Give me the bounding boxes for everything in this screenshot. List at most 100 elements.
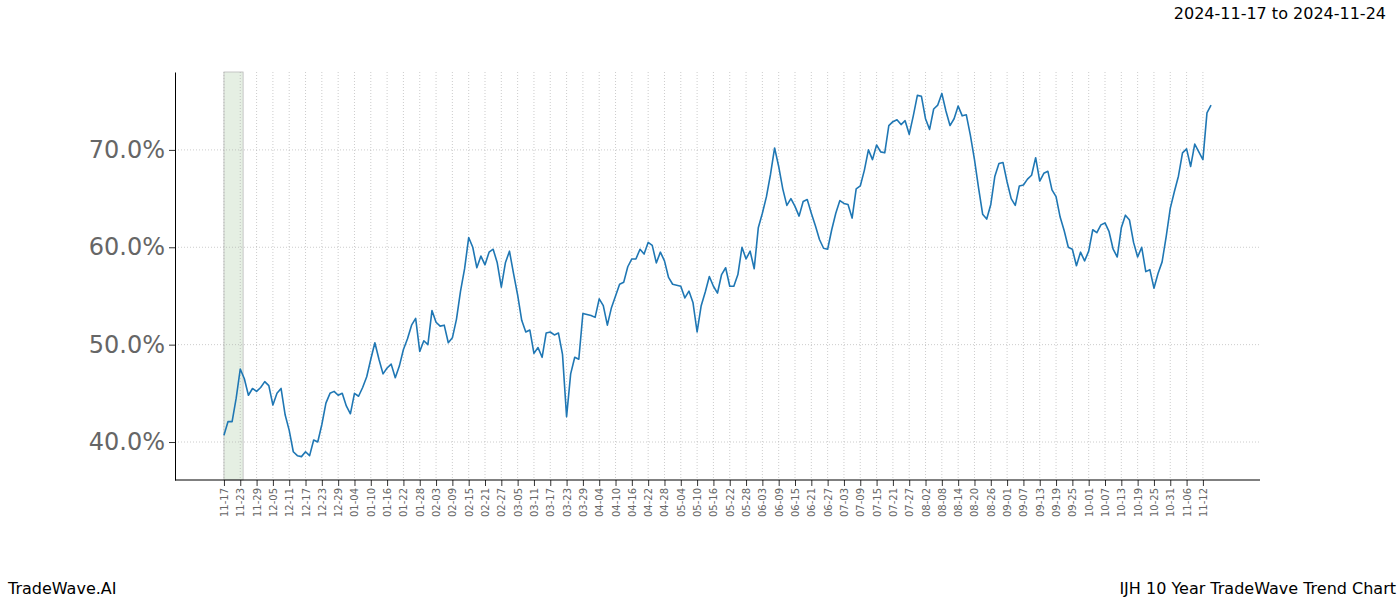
x-tick: 03-29 [578, 480, 589, 517]
x-tick: 01-04 [349, 480, 360, 517]
grid-line-x [615, 72, 616, 480]
grid-line-x [354, 72, 355, 480]
x-tick-label: 04-28 [659, 488, 670, 517]
y-tick-mark [169, 247, 175, 248]
grid-line-x [1105, 72, 1106, 480]
x-tick: 09-07 [1018, 480, 1029, 517]
x-tick-label: 11-06 [1182, 488, 1193, 517]
plot-area [224, 93, 1211, 456]
x-tick: 01-28 [415, 480, 426, 517]
x-tick-mark [648, 480, 649, 486]
x-tick-label: 04-22 [643, 488, 654, 517]
x-tick: 11-06 [1182, 480, 1193, 517]
grid-line-x [1153, 72, 1154, 480]
x-tick-label: 05-22 [725, 488, 736, 517]
grid-line-x [1056, 72, 1057, 480]
x-tick-label: 02-03 [431, 488, 442, 517]
x-tick-mark [1040, 480, 1041, 486]
x-tick-mark [616, 480, 617, 486]
x-tick-label: 06-03 [757, 488, 768, 517]
x-tick-label: 07-27 [904, 488, 915, 517]
x-tick-label: 04-10 [611, 488, 622, 517]
x-tick-mark [583, 480, 584, 486]
x-tick-mark [338, 480, 339, 486]
x-tick-label: 10-01 [1084, 488, 1095, 517]
x-tick: 10-31 [1165, 480, 1176, 517]
x-tick: 10-01 [1084, 480, 1095, 517]
x-tick-label: 07-15 [872, 488, 883, 517]
y-tick-mark [169, 345, 175, 346]
x-tick: 07-09 [855, 480, 866, 517]
grid-line-x [1088, 72, 1089, 480]
x-tick-mark [795, 480, 796, 486]
x-tick-label: 03-29 [578, 488, 589, 517]
x-tick: 04-28 [659, 480, 670, 517]
background [0, 0, 1400, 600]
x-tick-label: 04-04 [594, 488, 605, 517]
grid-line-x [223, 72, 224, 480]
grid-line-x [762, 72, 763, 480]
x-tick: 11-17 [219, 480, 230, 517]
x-tick-mark [599, 480, 600, 486]
x-tick-label: 10-19 [1133, 488, 1144, 517]
x-tick-label: 07-21 [888, 488, 899, 517]
x-tick-label: 12-11 [284, 488, 295, 517]
x-tick-mark [289, 480, 290, 486]
grid [175, 72, 1260, 480]
x-tick: 05-10 [692, 480, 703, 517]
x-tick-mark [371, 480, 372, 486]
grid-line-x [811, 72, 812, 480]
x-tick: 08-14 [953, 480, 964, 517]
x-tick-label: 02-21 [480, 488, 491, 517]
grid-line-x [713, 72, 714, 480]
x-tick-mark [1023, 480, 1024, 486]
x-tick: 01-16 [382, 480, 393, 517]
x-tick: 06-15 [790, 480, 801, 517]
grid-line-x [436, 72, 437, 480]
x-tick-mark [828, 480, 829, 486]
y-tick-label: 50.0% [89, 331, 165, 359]
grid-line-x [338, 72, 339, 480]
x-tick-mark [730, 480, 731, 486]
x-tick-label: 03-17 [545, 488, 556, 517]
x-tick-label: 03-05 [513, 488, 524, 517]
x-tick-mark [664, 480, 665, 486]
grid-line-x [876, 72, 877, 480]
x-tick: 12-23 [317, 480, 328, 517]
grid-line-x [843, 72, 844, 480]
x-tick-label: 06-27 [823, 488, 834, 517]
x-tick: 02-21 [480, 480, 491, 517]
x-tick: 08-26 [986, 480, 997, 517]
x-tick-label: 12-17 [301, 488, 312, 517]
x-tick-label: 03-23 [562, 488, 573, 517]
x-tick: 11-29 [252, 480, 263, 517]
x-tick-mark [1072, 480, 1073, 486]
x-tick: 03-17 [545, 480, 556, 517]
x-tick-mark [779, 480, 780, 486]
grid-line-x [599, 72, 600, 480]
grid-line-x [517, 72, 518, 480]
grid-line-x [990, 72, 991, 480]
x-tick-label: 08-26 [986, 488, 997, 517]
x-tick-mark [1138, 480, 1139, 486]
x-tick-mark [991, 480, 992, 486]
footer-right: IJH 10 Year TradeWave Trend Chart [1119, 579, 1396, 598]
x-tick-label: 11-23 [235, 488, 246, 517]
x-tick: 06-27 [823, 480, 834, 517]
x-tick-label: 12-05 [268, 488, 279, 517]
x-tick: 07-27 [904, 480, 915, 517]
grid-line-y [175, 442, 1260, 443]
x-tick: 12-29 [333, 480, 344, 517]
grid-line-x [289, 72, 290, 480]
x-tick: 10-13 [1116, 480, 1127, 517]
x-tick-mark [1170, 480, 1171, 486]
x-tick-label: 09-25 [1067, 488, 1078, 517]
grid-line-x [240, 72, 241, 480]
x-tick-label: 08-20 [969, 488, 980, 517]
x-tick-label: 07-03 [839, 488, 850, 517]
y-tick: 40.0% [89, 428, 175, 456]
x-tick: 07-15 [872, 480, 883, 517]
x-tick-mark [322, 480, 323, 486]
grid-line-x [697, 72, 698, 480]
x-tick-mark [485, 480, 486, 486]
